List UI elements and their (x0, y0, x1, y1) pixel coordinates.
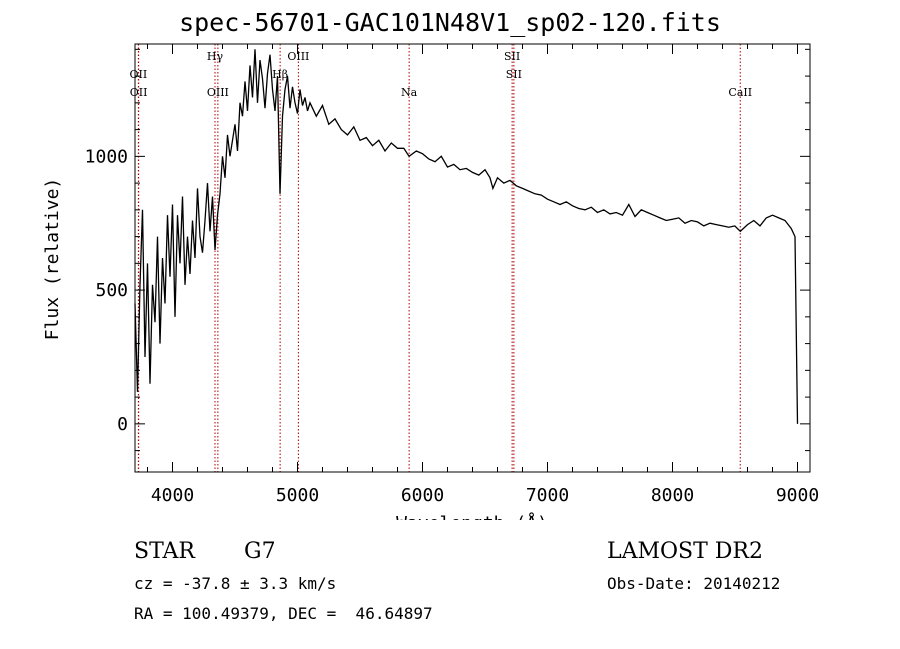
object-subclass: G7 (244, 539, 276, 564)
line-marker-label: OII (130, 86, 148, 99)
spectrum-plot: 4000 5000 6000 7000 8000 9000 0 500 1000 OII OII H… (42, 43, 820, 520)
line-marker-label: Na (401, 86, 418, 99)
x-tick-label: 9000 (776, 485, 819, 506)
object-class: STAR (134, 539, 195, 564)
line-marker-label: OII (130, 68, 148, 81)
survey-name: LAMOST DR2 (607, 539, 763, 564)
ra-dec-coordinates: RA = 100.49379, DEC = 46.64897 (134, 604, 433, 623)
redshift-cz: cz = -37.8 ± 3.3 km/s (134, 574, 337, 593)
line-marker-label: OIII (287, 50, 309, 63)
line-marker-label: SII (506, 68, 522, 81)
axis-tick-labels: 4000 5000 6000 7000 8000 9000 0 500 1000 (85, 146, 820, 506)
line-marker-label: OIII (207, 86, 229, 99)
observation-date: Obs-Date: 20140212 (607, 574, 781, 593)
line-marker-label: CaII (728, 86, 752, 99)
line-marker-labels: OII OII Hγ OIII Hβ OIII Na SII SII CaII (130, 50, 753, 99)
x-tick-label: 8000 (651, 485, 694, 506)
chart-title: spec-56701-GAC101N48V1_sp02-120.fits (179, 8, 721, 37)
spectrum-series (134, 49, 799, 424)
y-axis-label: Flux (relative) (42, 178, 63, 341)
x-tick-label: 4000 (151, 485, 194, 506)
x-tick-label: 7000 (526, 485, 569, 506)
line-marker-label: Hγ (207, 50, 224, 63)
y-tick-label: 1000 (85, 146, 128, 167)
line-marker-label: Hβ (272, 68, 288, 81)
x-tick-label: 6000 (401, 485, 444, 506)
x-axis-label: Wavelength (Å) (396, 512, 548, 520)
y-tick-label: 0 (117, 414, 128, 435)
line-markers (137, 44, 741, 472)
line-marker-label: SII (504, 50, 520, 63)
y-tick-label: 500 (95, 280, 128, 301)
plot-frame (134, 43, 811, 473)
axis-ticks (135, 44, 810, 472)
x-tick-label: 5000 (276, 485, 319, 506)
